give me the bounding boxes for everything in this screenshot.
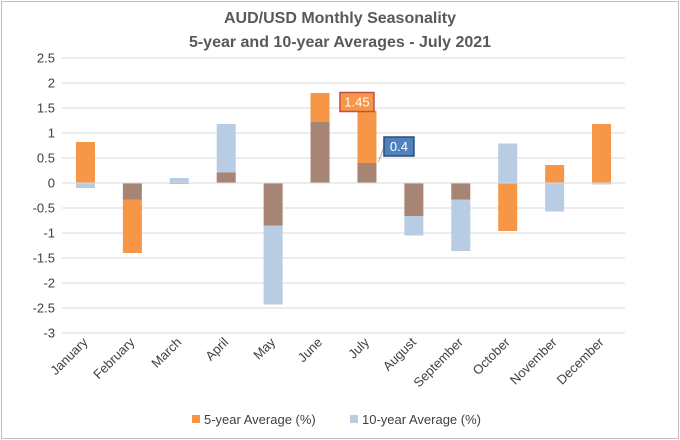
x-tick-label: May (250, 334, 278, 362)
y-tick-label: 0 (48, 176, 55, 191)
bar-overlap (357, 163, 377, 183)
y-tick-label: -1.5 (33, 251, 55, 266)
bar-overlap (451, 183, 471, 200)
y-tick-label: -2 (43, 276, 55, 291)
callout-box (383, 136, 415, 157)
bar-5-year (310, 93, 330, 122)
y-tick-label: 1 (48, 126, 55, 141)
x-tick-label: December (554, 334, 607, 387)
x-tick-label: September (410, 334, 466, 390)
legend-swatch-5-year (192, 415, 200, 423)
chart-subtitle: 5-year and 10-year Averages - July 2021 (189, 34, 491, 51)
bar-overlap (122, 183, 142, 200)
legend-label-10-year: 10-year Average (%) (362, 412, 481, 427)
bar-overlap (404, 183, 424, 216)
x-tick-label: July (345, 334, 372, 361)
bar-5-year (545, 165, 565, 183)
callouts: 1.45 0.4 (339, 91, 415, 163)
legend-label-5-year: 5-year Average (%) (204, 412, 316, 427)
x-tick-label: April (202, 334, 231, 363)
bar-10-year (545, 183, 565, 212)
bars (62, 93, 625, 305)
bar-10-year (169, 178, 189, 183)
bar-5-year (357, 110, 377, 163)
x-tick-label: November (507, 334, 560, 387)
bar-overlap (310, 122, 330, 183)
callout-leader (377, 146, 385, 163)
chart-title: AUD/USD Monthly Seasonality (224, 10, 456, 27)
bar-overlap (216, 172, 236, 183)
bar-10-year (75, 183, 95, 188)
bar-10-year (404, 216, 424, 236)
bar-10-year (216, 124, 236, 173)
bar-overlap (263, 183, 283, 226)
y-tick-label: 1.5 (37, 101, 55, 116)
bar-5-year (498, 183, 518, 231)
bar-5-year (122, 199, 142, 253)
x-tick-label: June (295, 335, 326, 366)
x-tick-label: January (47, 334, 91, 378)
x-tick-label: February (90, 334, 138, 382)
bar-5-year (75, 142, 95, 183)
callout-label: 0.4 (390, 139, 408, 154)
x-tick-label: March (148, 335, 184, 371)
x-tick-label: October (470, 334, 514, 378)
y-tick-label: -3 (43, 326, 55, 341)
y-tick-label: -2.5 (33, 301, 55, 316)
callout-box (339, 91, 375, 113)
bar-5-year (592, 124, 612, 183)
y-axis-ticks: 2.5 2 1.5 1 0.5 0 -0.5 -1 -1.5 -2 -2.5 -3 (33, 51, 55, 341)
callout-label: 1.45 (344, 95, 369, 110)
y-tick-label: -1 (43, 226, 55, 241)
bar-10-year (451, 199, 471, 251)
x-tick-label: August (380, 334, 419, 373)
legend-swatch-10-year (350, 415, 358, 423)
y-tick-label: 2.5 (37, 51, 55, 66)
bar-10-year (498, 143, 518, 183)
y-tick-label: 2 (48, 76, 55, 91)
y-tick-label: 0.5 (37, 151, 55, 166)
y-tick-label: -0.5 (33, 201, 55, 216)
x-axis-ticks: January February March April May June July Augu… (47, 334, 607, 390)
bar-10-year (592, 183, 612, 185)
legend: 5-year Average (%) 10-year Average (%) (192, 412, 481, 427)
bar-10-year (263, 225, 283, 305)
